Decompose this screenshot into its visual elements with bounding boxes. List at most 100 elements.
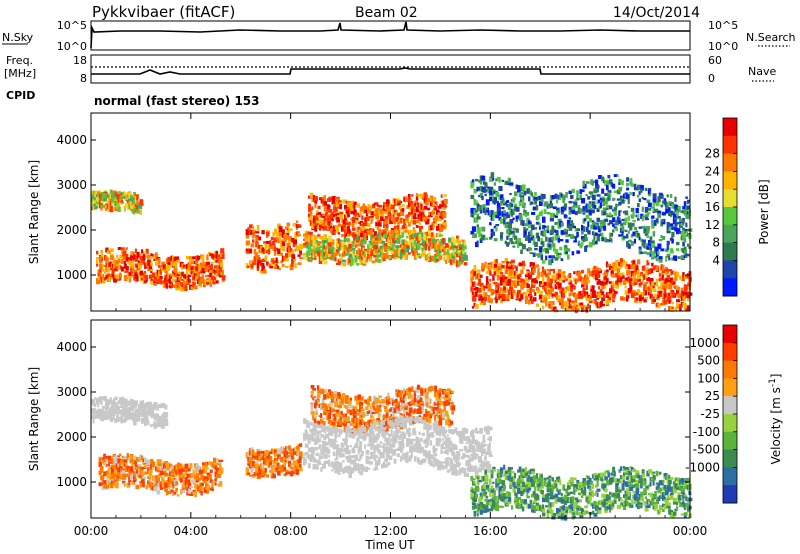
echo-cell (457, 250, 461, 255)
echo-cell (218, 269, 222, 275)
echo-cell (677, 207, 681, 213)
echo-cell (526, 282, 529, 288)
echo-cell (602, 211, 607, 216)
echo-cell (581, 304, 585, 310)
echo-cell (515, 298, 519, 301)
echo-cell (175, 464, 179, 470)
echo-cell (604, 218, 609, 222)
echo-cell (479, 295, 483, 299)
echo-cell (528, 300, 531, 305)
echo-cell (448, 260, 451, 263)
echo-cell (596, 208, 600, 212)
echo-cell (122, 480, 126, 484)
echo-cell (151, 281, 155, 284)
echo-cell (175, 477, 178, 483)
echo-cell (543, 225, 547, 229)
echo-cell (478, 298, 482, 301)
echo-cell (256, 243, 260, 249)
echo-cell (181, 464, 184, 470)
echo-cell (524, 228, 529, 231)
echo-cell (624, 229, 628, 232)
echo-cell (685, 275, 688, 278)
echo-cell (647, 286, 651, 293)
echo-cell (549, 305, 553, 310)
echo-cell (351, 243, 354, 248)
echo-cell (158, 481, 161, 487)
echo-cell (426, 207, 431, 211)
echo-cell (529, 296, 533, 302)
echo-cell (584, 218, 587, 222)
echo-cell (117, 265, 120, 270)
echo-cell (398, 238, 401, 242)
echo-cell (676, 299, 681, 303)
echo-cell (535, 264, 539, 268)
echo-cell (330, 222, 333, 229)
echo-cell (348, 206, 352, 209)
echo-cell (531, 284, 534, 289)
echo-cell (118, 453, 122, 457)
echo-cell (470, 270, 475, 276)
echo-cell (493, 238, 498, 242)
echo-cell (655, 296, 660, 300)
echo-cell (651, 281, 654, 285)
echo-cell (317, 251, 321, 256)
echo-cell (635, 297, 639, 301)
echo-cell (328, 196, 331, 202)
echo-cell (306, 231, 309, 237)
echo-cell (311, 219, 314, 223)
echo-cell (384, 206, 387, 210)
echo-cell (360, 244, 363, 247)
echo-cell (315, 243, 319, 248)
echo-cell (414, 212, 417, 217)
echo-cell (432, 239, 436, 244)
echo-cell (259, 453, 263, 460)
echo-cell (630, 266, 634, 269)
echo-cell (585, 237, 588, 242)
echo-cell (134, 400, 138, 406)
echo-cell (604, 276, 607, 280)
echo-cell (390, 230, 395, 235)
echo-cell (559, 277, 562, 282)
echo-cell (512, 289, 515, 296)
echo-cell (375, 225, 379, 228)
echo-cell (370, 228, 374, 232)
echo-cell (537, 276, 540, 280)
echo-cell (156, 460, 159, 466)
echo-cell (638, 279, 641, 282)
echo-cell (612, 281, 615, 286)
echo-cell (500, 218, 503, 224)
power-ylabel: Slant Range [km] (27, 160, 41, 264)
echo-cell (672, 293, 675, 297)
echo-cell (514, 284, 518, 288)
echo-cell (140, 466, 144, 470)
echo-cell (588, 207, 593, 211)
echo-cell (585, 194, 588, 197)
echo-cell (604, 180, 609, 186)
echo-cell (507, 177, 511, 183)
echo-cell (521, 278, 525, 282)
echo-cell (596, 281, 599, 285)
echo-cell (506, 261, 509, 268)
echo-cell (478, 274, 482, 279)
echo-cell (397, 200, 400, 203)
echo-cell (329, 255, 332, 260)
echo-cell (672, 277, 676, 282)
echo-cell (114, 262, 118, 268)
echo-cell (529, 190, 532, 196)
echo-cell (517, 238, 522, 244)
echo-cell (130, 411, 133, 418)
echo-cell (170, 468, 173, 474)
echo-cell (169, 476, 172, 479)
echo-cell (272, 245, 276, 251)
echo-cell (487, 210, 491, 216)
echo-cell (463, 254, 468, 261)
echo-cell (510, 203, 514, 208)
echo-cell (577, 272, 582, 277)
echo-cell (660, 293, 663, 296)
echo-cell (509, 193, 512, 196)
echo-cell (101, 396, 105, 401)
echo-cell (103, 197, 107, 202)
echo-cell (683, 275, 687, 280)
echo-cell (604, 270, 609, 277)
